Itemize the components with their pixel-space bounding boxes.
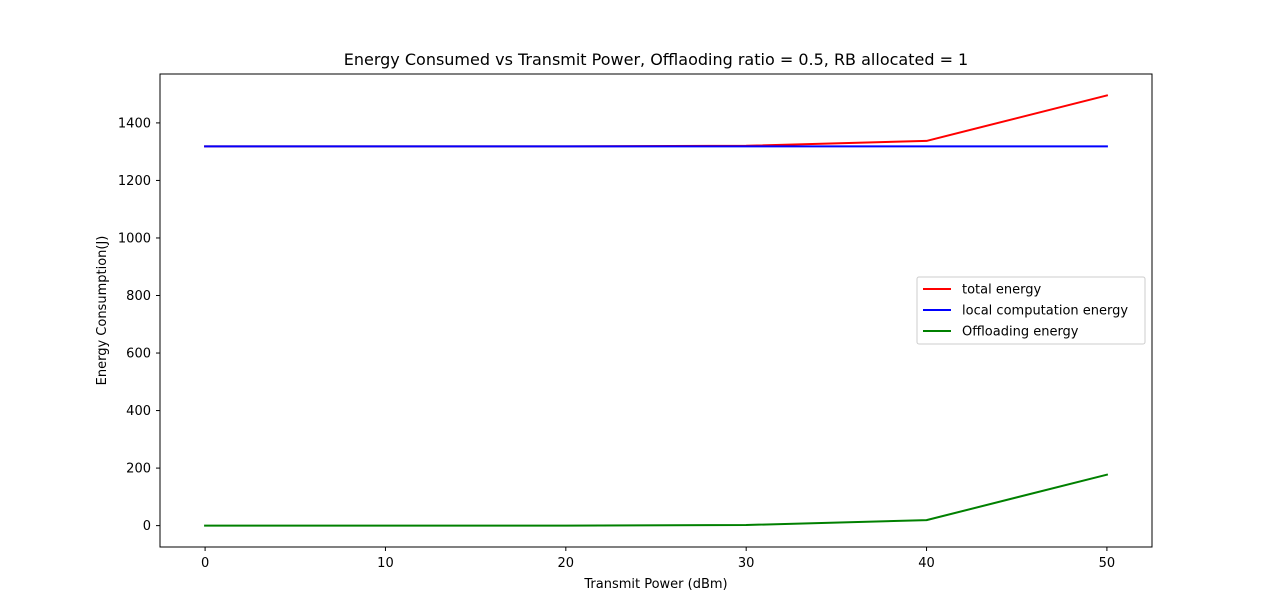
y-tick-label: 200 (126, 462, 151, 477)
x-tick-label: 20 (558, 556, 575, 571)
y-axis-label: Energy Consumption(J) (95, 236, 110, 386)
y-tick-label: 0 (143, 519, 151, 534)
legend: total energy local computation energy Offl… (916, 276, 1146, 345)
y-tick-label: 400 (126, 404, 151, 419)
y-tick-label: 600 (126, 347, 151, 362)
legend-entries: total energy local computation energy Offl… (923, 283, 1128, 340)
x-tick-label: 0 (201, 556, 209, 571)
plot-frame (159, 73, 1153, 548)
x-tick-label: 30 (738, 556, 755, 571)
x-axis-ticks: 0 10 20 30 40 50 (201, 547, 1115, 571)
y-tick-label: 800 (126, 289, 151, 304)
legend-label: local computation energy (962, 304, 1128, 319)
x-tick-label: 10 (377, 556, 394, 571)
x-tick-label: 40 (918, 556, 935, 571)
x-axis-label: Transmit Power (dBm) (583, 577, 727, 592)
y-axis-ticks: 0 200 400 600 800 1000 1200 1400 (118, 116, 160, 534)
y-tick-label: 1000 (118, 231, 151, 246)
legend-box (916, 276, 1146, 345)
legend-label: total energy (962, 283, 1041, 298)
x-tick-label: 50 (1099, 556, 1116, 571)
series-group (204, 94, 1109, 527)
chart-title: Energy Consumed vs Transmit Power, Offla… (344, 50, 968, 69)
y-tick-label: 1200 (118, 174, 151, 189)
legend-label: Offloading energy (962, 325, 1079, 340)
y-tick-label: 1400 (118, 116, 151, 131)
series-line-2 (204, 473, 1109, 527)
